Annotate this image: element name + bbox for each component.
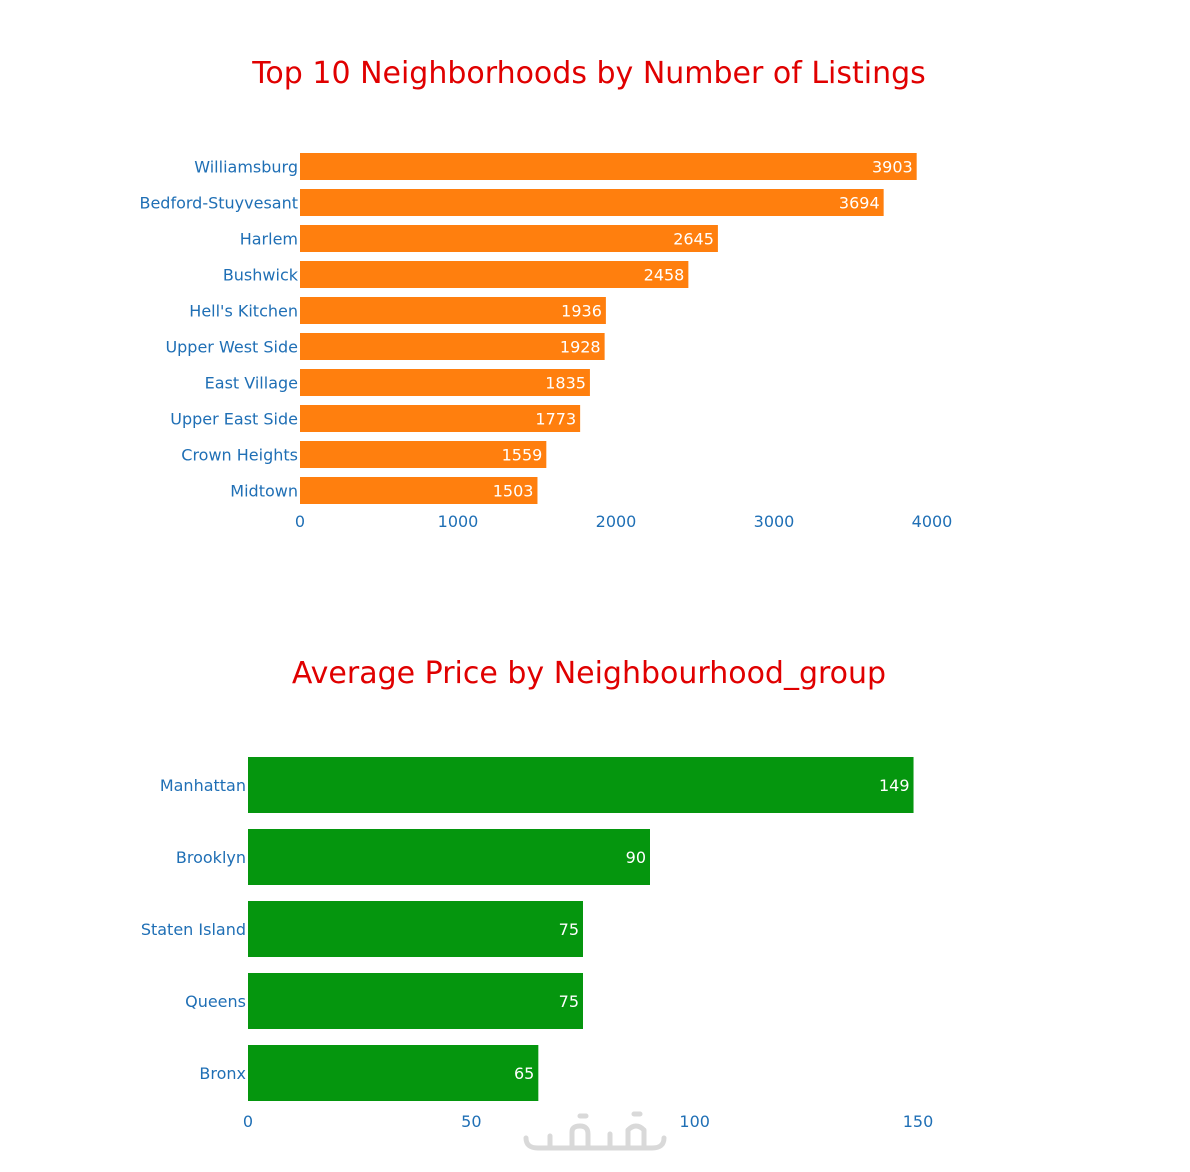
bar xyxy=(248,1045,539,1101)
category-label: Staten Island xyxy=(141,920,246,939)
x-tick-label: 0 xyxy=(243,1112,253,1131)
chart-title: Average Price by Neighbourhood_group xyxy=(292,656,886,691)
x-tick-label: 100 xyxy=(679,1112,710,1131)
x-tick-label: 50 xyxy=(461,1112,481,1131)
x-tick-label: 3000 xyxy=(754,512,795,531)
data-label: 1773 xyxy=(535,410,576,429)
category-label: Brooklyn xyxy=(176,848,246,867)
data-label: 75 xyxy=(559,992,579,1011)
category-label: Upper West Side xyxy=(165,338,298,357)
data-label: 1928 xyxy=(560,338,601,357)
category-label: East Village xyxy=(205,374,298,393)
bar xyxy=(300,441,547,468)
bar xyxy=(300,153,917,180)
data-label: 149 xyxy=(879,776,910,795)
x-tick-label: 0 xyxy=(295,512,305,531)
bar xyxy=(300,333,605,360)
data-label: 75 xyxy=(559,920,579,939)
x-tick-label: 150 xyxy=(903,1112,934,1131)
category-label: Harlem xyxy=(240,230,298,249)
bar xyxy=(300,297,606,324)
price-chart: Average Price by Neighbourhood_group Man… xyxy=(141,656,933,1131)
category-label: Bronx xyxy=(199,1064,246,1083)
bar xyxy=(300,369,590,396)
category-label: Hell's Kitchen xyxy=(189,302,298,321)
bar xyxy=(248,973,583,1029)
watermark-logo xyxy=(523,1111,667,1151)
category-label: Midtown xyxy=(230,482,298,501)
x-tick-label: 4000 xyxy=(912,512,953,531)
data-label: 1936 xyxy=(561,302,602,321)
data-label: 1503 xyxy=(493,482,534,501)
bar xyxy=(300,405,581,432)
bar xyxy=(300,261,689,288)
bar xyxy=(300,189,884,216)
data-label: 3903 xyxy=(872,158,913,177)
bar xyxy=(248,901,583,957)
listings-chart: Top 10 Neighborhoods by Number of Listin… xyxy=(139,56,952,531)
category-label: Upper East Side xyxy=(170,410,298,429)
listings-bars: Williamsburg 3903 Bedford-Stuyvesant 3694 Ha… xyxy=(139,153,952,531)
data-label: 1559 xyxy=(502,446,543,465)
category-label: Crown Heights xyxy=(181,446,298,465)
bar xyxy=(300,225,718,252)
category-label: Bedford-Stuyvesant xyxy=(139,194,298,213)
category-label: Manhattan xyxy=(160,776,246,795)
data-label: 2458 xyxy=(644,266,685,285)
category-label: Williamsburg xyxy=(194,158,298,177)
data-label: 2645 xyxy=(673,230,714,249)
bar xyxy=(248,829,650,885)
data-label: 65 xyxy=(514,1064,534,1083)
bar xyxy=(248,757,914,813)
data-label: 1835 xyxy=(545,374,586,393)
data-label: 90 xyxy=(626,848,646,867)
bar xyxy=(300,477,538,504)
category-label: Queens xyxy=(185,992,246,1011)
category-label: Bushwick xyxy=(223,266,299,285)
data-label: 3694 xyxy=(839,194,880,213)
price-bars: Manhattan 149 Brooklyn 90 Staten Island 75 Que… xyxy=(141,757,933,1131)
x-tick-label: 1000 xyxy=(438,512,479,531)
x-tick-label: 2000 xyxy=(596,512,637,531)
chart-title: Top 10 Neighborhoods by Number of Listin… xyxy=(251,56,926,91)
